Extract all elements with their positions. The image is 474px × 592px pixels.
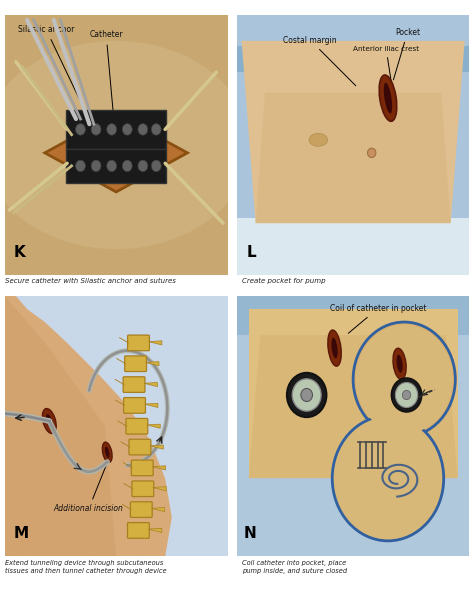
Text: Anterior iliac crest: Anterior iliac crest xyxy=(353,46,419,103)
Circle shape xyxy=(353,322,456,437)
FancyBboxPatch shape xyxy=(132,481,154,497)
Circle shape xyxy=(138,124,148,135)
Ellipse shape xyxy=(42,408,56,433)
Ellipse shape xyxy=(105,446,109,458)
Circle shape xyxy=(332,416,444,541)
Polygon shape xyxy=(255,93,451,223)
Polygon shape xyxy=(237,218,469,275)
FancyBboxPatch shape xyxy=(131,460,153,476)
Circle shape xyxy=(301,388,312,401)
Ellipse shape xyxy=(94,144,138,162)
Ellipse shape xyxy=(379,75,397,121)
Polygon shape xyxy=(153,487,166,491)
Ellipse shape xyxy=(396,355,403,373)
Polygon shape xyxy=(150,445,163,449)
Polygon shape xyxy=(67,124,165,182)
FancyBboxPatch shape xyxy=(126,419,148,434)
Polygon shape xyxy=(248,309,457,478)
FancyBboxPatch shape xyxy=(129,439,151,455)
Ellipse shape xyxy=(0,41,250,249)
Text: Coil of catheter in pocket: Coil of catheter in pocket xyxy=(330,304,427,333)
Text: N: N xyxy=(244,526,257,541)
Circle shape xyxy=(138,160,148,172)
FancyBboxPatch shape xyxy=(66,149,166,183)
Text: Costal margin: Costal margin xyxy=(283,36,356,86)
Polygon shape xyxy=(248,335,457,478)
Ellipse shape xyxy=(393,348,406,379)
Ellipse shape xyxy=(102,442,112,462)
Circle shape xyxy=(151,124,161,135)
Ellipse shape xyxy=(309,133,328,146)
Polygon shape xyxy=(5,296,172,556)
FancyBboxPatch shape xyxy=(66,110,166,149)
Polygon shape xyxy=(152,466,165,470)
Polygon shape xyxy=(237,46,469,72)
Ellipse shape xyxy=(384,83,392,114)
Circle shape xyxy=(122,124,132,135)
Text: Extend tunneling device through subcutaneous
tissues and then tunnel catheter th: Extend tunneling device through subcutan… xyxy=(5,559,166,574)
Circle shape xyxy=(395,382,418,407)
Circle shape xyxy=(151,160,161,172)
Polygon shape xyxy=(145,403,158,407)
Ellipse shape xyxy=(100,147,132,158)
Polygon shape xyxy=(148,341,162,345)
Polygon shape xyxy=(144,382,157,387)
Polygon shape xyxy=(242,41,465,223)
Text: Pocket: Pocket xyxy=(393,28,420,80)
Circle shape xyxy=(287,373,327,417)
Text: Additional incision: Additional incision xyxy=(54,465,124,513)
Circle shape xyxy=(292,379,321,411)
Polygon shape xyxy=(45,114,187,192)
Text: Silastic anchor: Silastic anchor xyxy=(18,25,92,127)
FancyBboxPatch shape xyxy=(128,335,149,350)
Polygon shape xyxy=(148,528,162,533)
FancyBboxPatch shape xyxy=(128,523,149,538)
Circle shape xyxy=(91,124,101,135)
Circle shape xyxy=(75,124,85,135)
Ellipse shape xyxy=(331,338,337,358)
Text: Create pocket for pump: Create pocket for pump xyxy=(242,278,325,284)
Circle shape xyxy=(107,124,117,135)
FancyBboxPatch shape xyxy=(123,377,145,392)
Text: Coil catheter into pocket, place
pump inside, and suture closed: Coil catheter into pocket, place pump in… xyxy=(242,559,347,574)
Ellipse shape xyxy=(328,330,341,366)
FancyBboxPatch shape xyxy=(130,502,152,517)
Circle shape xyxy=(367,148,376,157)
Polygon shape xyxy=(5,15,228,275)
Polygon shape xyxy=(237,15,469,275)
Text: L: L xyxy=(246,244,256,260)
Circle shape xyxy=(402,390,411,400)
Polygon shape xyxy=(237,296,469,556)
Circle shape xyxy=(356,325,453,434)
Text: Catheter: Catheter xyxy=(90,30,123,142)
Polygon shape xyxy=(146,362,159,366)
Polygon shape xyxy=(151,507,164,511)
FancyBboxPatch shape xyxy=(124,398,146,413)
Circle shape xyxy=(392,378,422,412)
Circle shape xyxy=(75,160,85,172)
Ellipse shape xyxy=(46,414,53,428)
Text: K: K xyxy=(14,244,26,260)
Polygon shape xyxy=(5,296,116,556)
Polygon shape xyxy=(5,296,228,556)
Text: Secure catheter with Silastic anchor and sutures: Secure catheter with Silastic anchor and… xyxy=(5,278,175,284)
Polygon shape xyxy=(237,296,469,335)
Circle shape xyxy=(91,160,101,172)
FancyBboxPatch shape xyxy=(125,356,146,372)
Circle shape xyxy=(122,160,132,172)
Polygon shape xyxy=(147,424,160,429)
Text: M: M xyxy=(14,526,29,541)
Circle shape xyxy=(107,160,117,172)
